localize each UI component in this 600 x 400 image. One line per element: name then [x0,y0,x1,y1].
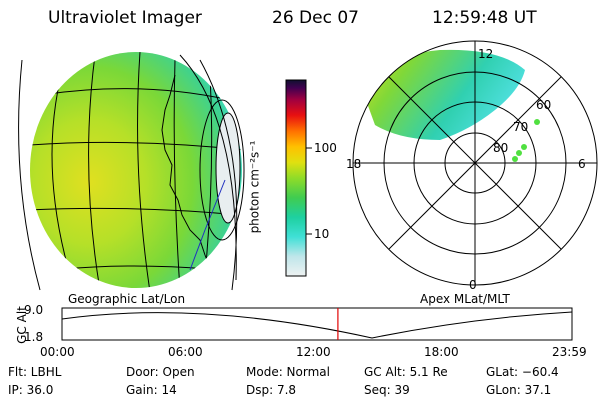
xtick-2359: 23:59 [552,345,587,359]
polar-panel [352,40,598,286]
orbit-track [18,59,41,291]
colorbar-unit-label: photon cm⁻²s⁻¹ [247,140,262,234]
colorbar-tick-100: 100 [314,141,337,155]
mlt-label-12: 12 [478,47,494,61]
date-label: 26 Dec 07 [272,8,359,28]
orbit-track [199,99,245,241]
mode-status: Mode: Normal [246,365,330,379]
door-status: Door: Open [126,365,195,379]
mlt-label-0: 0 [469,278,477,292]
mlt-label-18: 18 [346,157,362,171]
seq-status: Seq: 39 [364,383,410,397]
glat-status: GLat: −60.4 [486,365,559,379]
mlat-label-70: 70 [513,120,529,134]
geographic-caption: Geographic Lat/Lon [68,292,186,306]
satellite-ground-track [189,179,226,271]
xtick-0600: 06:00 [168,345,203,359]
xtick-1800: 18:00 [424,345,459,359]
altitude-plot [61,307,573,341]
latitude-line [39,88,231,101]
longitude-line [137,52,151,288]
ip-status: IP: 36.0 [8,383,54,397]
altitude-curve [61,311,573,339]
coastline [161,74,211,269]
flt-status: Flt: LBHL [8,365,62,379]
latitude-line [30,207,241,216]
orbit-track [199,59,238,291]
xtick-1200: 12:00 [296,345,331,359]
mlt-line [388,76,562,250]
mlt-label-6: 6 [578,157,586,171]
colorbar-tick-10: 10 [314,227,330,241]
longitude-line [88,54,101,288]
xtick-0000: 00:00 [40,345,75,359]
gain-status: Gain: 14 [126,383,177,397]
altitude-ytick-min: 1.8 [24,330,44,344]
gcalt-status: GC Alt: 5.1 Re [364,365,448,379]
colorbar [285,79,312,277]
dsp-status: Dsp: 7.8 [246,383,297,397]
geographic-panel [18,52,245,291]
longitude-line [51,79,71,276]
longitude-line [204,74,213,276]
instrument-title: Ultraviolet Imager [48,8,202,28]
limb-region [215,112,241,224]
altitude-ytick-max: 9.0 [24,303,44,317]
footprint-points [512,119,540,162]
mlat-label-60: 60 [536,98,552,112]
apex-caption: Apex MLat/MLT [420,292,510,306]
glon-status: GLon: 37.1 [486,383,552,397]
time-label: 12:59:48 UT [432,8,537,28]
longitude-line [173,59,181,288]
mlat-label-80: 80 [493,141,509,155]
auroral-image [363,49,525,141]
